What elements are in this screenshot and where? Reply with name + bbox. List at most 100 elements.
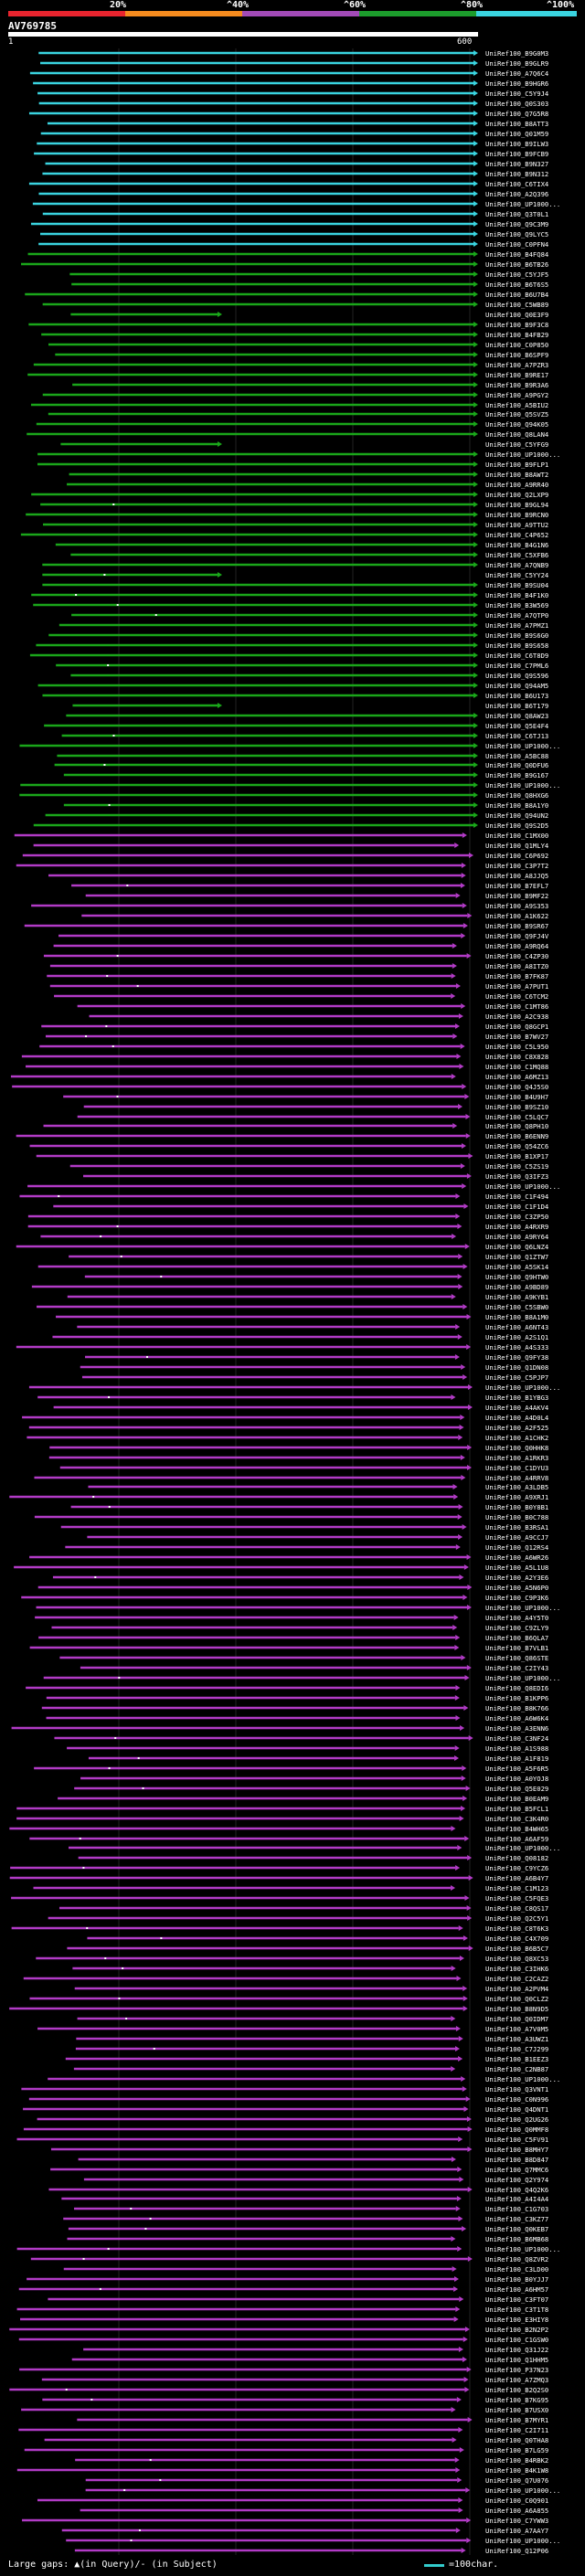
alignment-row[interactable]: UniRef100_A7Q6C4 (29, 69, 548, 78)
hit-label[interactable]: UniRef100_UP1000... (485, 781, 560, 790)
alignment-row[interactable]: UniRef100_A6NT43 (77, 1323, 548, 1331)
alignment-row[interactable]: UniRef100_C3T1T8 (16, 2306, 549, 2314)
hit-label[interactable]: UniRef100_Q9HTW0 (485, 1273, 548, 1281)
hit-label[interactable]: UniRef100_B9FCB9 (485, 150, 548, 158)
hit-label[interactable]: UniRef100_Q3IFZ3 (485, 1172, 548, 1181)
hit-label[interactable]: UniRef100_A4I4A4 (485, 2195, 548, 2203)
alignment-row[interactable]: UniRef100_C0Q901 (37, 2496, 548, 2505)
alignment-row[interactable]: UniRef100_B4FQ84 (27, 250, 549, 259)
alignment-row[interactable]: UniRef100_A4AKV4 (53, 1404, 549, 1412)
hit-label[interactable]: UniRef100_B7FK87 (485, 972, 548, 981)
alignment-row[interactable]: UniRef100_A9RR40 (67, 481, 548, 489)
hit-label[interactable]: UniRef100_B6QLA7 (485, 1634, 548, 1642)
hit-label[interactable]: UniRef100_C4ZP30 (485, 952, 548, 960)
hit-label[interactable]: UniRef100_A2S1Q1 (485, 1333, 548, 1341)
alignment-row[interactable]: UniRef100_A6A855 (80, 2507, 549, 2515)
alignment-row[interactable]: UniRef100_A4S333 (16, 1343, 548, 1352)
hit-label[interactable]: UniRef100_Q7U076 (485, 2476, 548, 2485)
hit-label[interactable]: UniRef100_A7PMZ1 (485, 621, 548, 630)
hit-label[interactable]: UniRef100_UP1000... (485, 2075, 560, 2083)
alignment-row[interactable]: UniRef100_A1RKR3 (48, 1454, 548, 1462)
hit-label[interactable]: UniRef100_C2I711 (485, 2426, 548, 2434)
hit-label[interactable]: UniRef100_Q8PH10 (485, 1122, 548, 1130)
alignment-row[interactable]: UniRef100_C7YWW3 (22, 2517, 548, 2525)
alignment-row[interactable]: UniRef100_B6MB68 (67, 2235, 549, 2243)
alignment-row[interactable]: UniRef100_A3ENN6 (11, 1724, 549, 1733)
alignment-row[interactable]: UniRef100_Q01M59 (40, 130, 549, 138)
hit-label[interactable]: UniRef100_A1F819 (485, 1754, 548, 1763)
alignment-row[interactable]: UniRef100_C2CAZ2 (23, 1975, 548, 1983)
alignment-row[interactable]: UniRef100_C7J299 (75, 2045, 548, 2053)
alignment-row[interactable]: UniRef100_B7WV27 (45, 1033, 548, 1041)
hit-label[interactable]: UniRef100_A7V0M5 (485, 2025, 548, 2033)
alignment-row[interactable]: UniRef100_C5FQE3 (11, 1894, 548, 1903)
hit-label[interactable]: UniRef100_B8A1Y0 (485, 801, 548, 810)
hit-label[interactable]: UniRef100_A5N6P0 (485, 1584, 548, 1592)
hit-label[interactable]: UniRef100_B9F3C8 (485, 321, 548, 329)
hit-label[interactable]: UniRef100_UP1000... (485, 2486, 560, 2495)
alignment-row[interactable]: UniRef100_Q12P06 (74, 2547, 548, 2555)
alignment-row[interactable]: UniRef100_C4P652 (20, 531, 548, 539)
alignment-row[interactable]: UniRef100_C4ZP30 (43, 952, 548, 960)
alignment-row[interactable]: UniRef100_C6T8D9 (29, 652, 548, 660)
hit-label[interactable]: UniRef100_A2Y3E6 (485, 1574, 548, 1582)
alignment-row[interactable]: UniRef100_A7PMZ1 (58, 621, 548, 630)
hit-label[interactable]: UniRef100_B7MYR1 (485, 2416, 548, 2424)
hit-label[interactable]: UniRef100_B0EAM9 (485, 1795, 548, 1803)
hit-label[interactable]: UniRef100_A6AF59 (485, 1835, 548, 1843)
alignment-row[interactable]: UniRef100_B9S658 (36, 641, 548, 650)
alignment-row[interactable]: UniRef100_B9R3A6 (72, 381, 548, 389)
hit-label[interactable]: UniRef100_C3NF24 (485, 1734, 548, 1743)
hit-label[interactable]: UniRef100_A1RKR3 (485, 1454, 548, 1462)
hit-label[interactable]: UniRef100_Q86STE (485, 1654, 548, 1662)
alignment-row[interactable]: UniRef100_B8A1M0 (56, 1313, 548, 1321)
alignment-row[interactable]: UniRef100_A2C938 (89, 1012, 549, 1021)
alignment-row[interactable]: UniRef100_A6HM57 (18, 2285, 549, 2294)
alignment-row[interactable]: UniRef100_C6TIX4 (28, 180, 548, 188)
alignment-row[interactable]: UniRef100_C5SBW0 (37, 1303, 548, 1311)
hit-label[interactable]: UniRef100_C1MT86 (485, 1002, 548, 1011)
hit-label[interactable]: UniRef100_A1CHK2 (485, 1434, 548, 1442)
alignment-row[interactable]: UniRef100_P37N23 (19, 2366, 548, 2374)
hit-label[interactable]: UniRef100_UP1000... (485, 2537, 560, 2545)
hit-label[interactable]: UniRef100_C5ZS19 (485, 1162, 548, 1171)
alignment-row[interactable]: UniRef100_B9ILW3 (37, 140, 548, 148)
alignment-row[interactable]: UniRef100_B9SU04 (42, 581, 548, 589)
alignment-row[interactable]: UniRef100_C1F1D4 (53, 1203, 548, 1211)
hit-label[interactable]: UniRef100_B4U9H7 (485, 1093, 548, 1101)
alignment-row[interactable]: UniRef100_A3LDB5 (88, 1483, 548, 1491)
alignment-row[interactable]: UniRef100_A2S1Q1 (52, 1333, 548, 1341)
hit-label[interactable]: UniRef100_B0YJJ7 (485, 2275, 548, 2284)
alignment-row[interactable]: UniRef100_Q9C3M9 (30, 220, 548, 228)
alignment-row[interactable]: UniRef100_Q0THA8 (44, 2436, 549, 2444)
hit-label[interactable]: UniRef100_A4RXR9 (485, 1223, 548, 1231)
alignment-row[interactable]: UniRef100_A5BIU2 (30, 401, 548, 409)
alignment-row[interactable]: UniRef100_B1YBG3 (37, 1394, 548, 1402)
alignment-row[interactable]: UniRef100_B6T179 (72, 702, 548, 710)
alignment-row[interactable]: UniRef100_A5L1U8 (14, 1564, 548, 1572)
hit-label[interactable]: UniRef100_C1MX00 (485, 832, 548, 840)
hit-label[interactable]: UniRef100_Q94K05 (485, 420, 548, 429)
hit-label[interactable]: UniRef100_C3P7T2 (485, 862, 548, 870)
hit-label[interactable]: UniRef100_C6TCM2 (485, 992, 548, 1001)
hit-label[interactable]: UniRef100_Q1DN08 (485, 1363, 548, 1372)
hit-label[interactable]: UniRef100_B6MB68 (485, 2235, 548, 2243)
alignment-row[interactable]: UniRef100_A6W6K4 (46, 1714, 549, 1723)
hit-label[interactable]: UniRef100_A4Y5T0 (485, 1614, 548, 1622)
alignment-row[interactable]: UniRef100_Q0HHK8 (49, 1444, 548, 1452)
hit-label[interactable]: UniRef100_B7WV27 (485, 1033, 548, 1041)
alignment-row[interactable]: UniRef100_UP1000... (66, 2537, 560, 2545)
hit-label[interactable]: UniRef100_B9S658 (485, 641, 548, 650)
alignment-row[interactable]: UniRef100_C8T6K3 (11, 1924, 549, 1933)
alignment-row[interactable]: UniRef100_UP1000... (32, 200, 560, 208)
alignment-row[interactable]: UniRef100_A6WR26 (29, 1553, 548, 1562)
alignment-row[interactable]: UniRef100_Q9HTW0 (84, 1273, 548, 1281)
hit-label[interactable]: UniRef100_C1MQ88 (485, 1063, 548, 1071)
alignment-row[interactable]: UniRef100_A3UWZ1 (76, 2035, 548, 2043)
alignment-row[interactable]: UniRef100_C3FT07 (48, 2295, 548, 2304)
hit-label[interactable]: UniRef100_C1F1D4 (485, 1203, 548, 1211)
hit-label[interactable]: UniRef100_B4WH65 (485, 1825, 548, 1833)
alignment-row[interactable]: UniRef100_C4X709 (87, 1935, 548, 1943)
hit-label[interactable]: UniRef100_A2Q396 (485, 190, 548, 198)
hit-label[interactable]: UniRef100_B8D847 (485, 2156, 548, 2164)
